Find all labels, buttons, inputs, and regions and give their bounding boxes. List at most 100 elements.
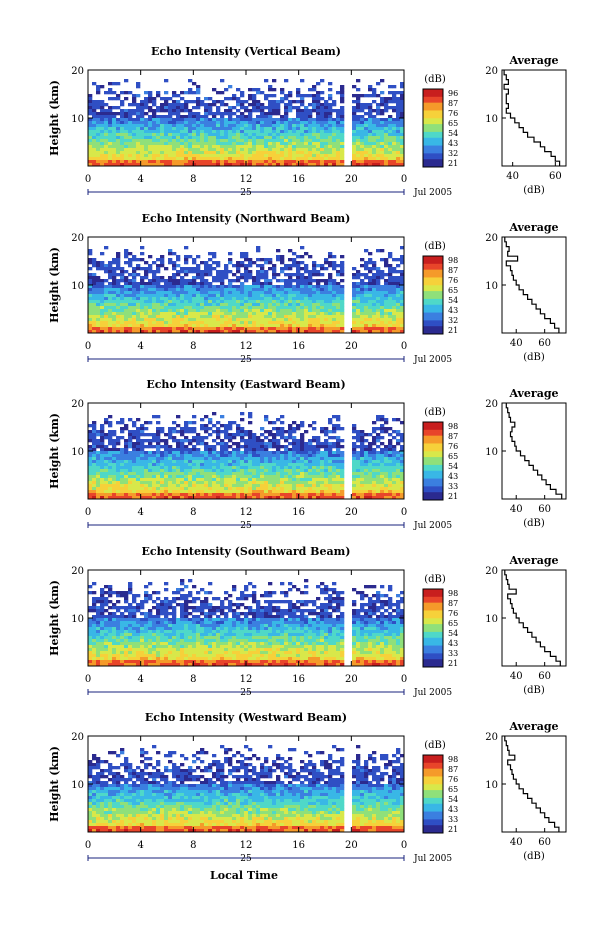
heatmap-cell [172,303,177,307]
heatmap-cell [196,318,201,322]
heatmap-cell [92,466,97,470]
heatmap-cell [332,303,337,307]
heatmap-cell [92,493,97,497]
heatmap-cell [288,457,293,461]
heatmap-cell [248,421,253,425]
heatmap-cell [196,112,201,116]
heatmap-cell [148,463,153,467]
heatmap-cell [228,424,233,428]
heatmap-cell [384,124,389,128]
heatmap-cell [260,142,265,146]
heatmap-cell [276,133,281,137]
heatmap-cell [200,133,205,137]
heatmap-cell [176,493,181,497]
heatmap-cell [372,130,377,134]
heatmap-cell [148,496,153,500]
heatmap-cell [232,288,237,292]
heatmap-cell [396,285,401,289]
heatmap-cell [184,312,189,316]
heatmap-cell [220,145,225,149]
heatmap-cell [120,163,125,167]
heatmap-cell [232,496,237,500]
heatmap-cell [324,258,329,262]
heatmap-cell [316,264,321,268]
heatmap-cell [272,151,277,155]
heatmap-cell [104,264,109,268]
heatmap-cell [160,469,165,473]
heatmap-cell [396,91,401,95]
heatmap-cell [400,312,405,316]
heatmap-cell [288,109,293,113]
heatmap-cell [156,121,161,125]
heatmap-cell [108,309,113,313]
heatmap-cell [128,445,133,449]
heatmap-cell [228,496,233,500]
heatmap-cell [368,160,373,164]
heatmap-cell [188,163,193,167]
heatmap-cell [388,154,393,158]
heatmap-cell [120,475,125,479]
heatmap-cell [312,463,317,467]
heatmap-cell [300,324,305,328]
heatmap-cell [168,252,173,256]
heatmap-cell [372,327,377,331]
heatmap-cell [160,136,165,140]
heatmap-cell [384,309,389,313]
heatmap-cell [180,270,185,274]
heatmap-cell [320,139,325,143]
heatmap-cell [204,309,209,313]
heatmap-cell [188,469,193,473]
heatmap-cell [396,297,401,301]
heatmap-cell [196,288,201,292]
heatmap-cell [384,315,389,319]
heatmap-cell [272,475,277,479]
heatmap-cell [116,124,121,128]
heatmap-cell [376,145,381,149]
heatmap-cell [356,309,361,313]
heatmap-cell [184,475,189,479]
heatmap-cell [156,127,161,131]
heatmap-cell [104,445,109,449]
heatmap-cell [236,127,241,131]
heatmap-cell [156,472,161,476]
heatmap-cell [292,484,297,488]
heatmap-cell [160,291,165,295]
heatmap-cell [392,151,397,155]
heatmap-cell [388,282,393,286]
heatmap-cell [328,327,333,331]
colorbar-tick-label: 21 [448,326,458,335]
heatmap-cell [156,327,161,331]
heatmap-cell [192,118,197,122]
heatmap-cell [236,427,241,431]
heatmap-cell [180,124,185,128]
heatmap-cell [156,318,161,322]
heatmap-cell [180,445,185,449]
heatmap-cell [188,315,193,319]
heatmap-cell [316,321,321,325]
heatmap-cell [388,285,393,289]
heatmap-cell [240,490,245,494]
heatmap-cell [396,97,401,101]
heatmap-cell [96,154,101,158]
heatmap-cell [228,136,233,140]
heatmap-cell [268,327,273,331]
heatmap-cell [292,309,297,313]
heatmap-cell [224,109,229,113]
heatmap-cell [192,445,197,449]
heatmap-cell [328,112,333,116]
heatmap-cell [112,484,117,488]
heatmap-cell [300,442,305,446]
heatmap-cell [260,163,265,167]
heatmap-cell [260,285,265,289]
heatmap-cell [264,139,269,143]
heatmap-cell [108,306,113,310]
heatmap-cell [332,282,337,286]
heatmap-cell [136,136,141,140]
heatmap-cell [316,472,321,476]
heatmap-cell [280,267,285,271]
heatmap-cell [196,433,201,437]
heatmap-cell [264,124,269,128]
heatmap-cell [184,318,189,322]
heatmap-cell [256,475,261,479]
heatmap-cell [308,103,313,107]
